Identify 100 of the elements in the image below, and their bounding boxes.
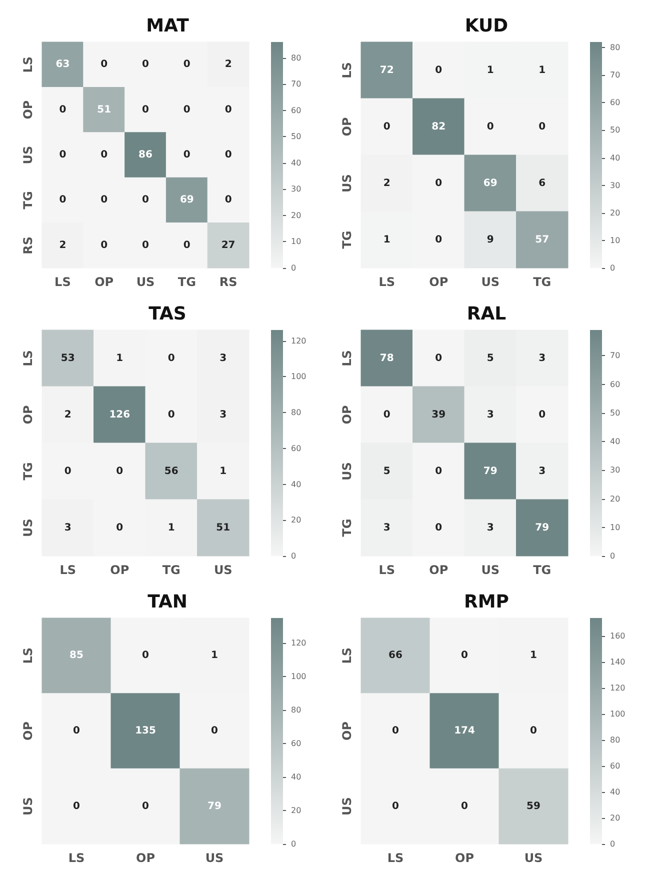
color-bar-label: 0 (291, 552, 296, 560)
data-label: 1 (530, 650, 538, 662)
color-bar-label: 80 (610, 736, 620, 745)
color-bar-label: 10 (610, 522, 620, 532)
x-tick-label: OP (136, 851, 156, 865)
y-tick-label: US (340, 174, 354, 192)
y-tick-label: OP (21, 405, 35, 424)
color-bar-label: 20 (291, 516, 302, 525)
x-tick-label: OP (429, 275, 448, 289)
x-tick-label: US (481, 563, 500, 577)
x-tick-label: US (214, 563, 232, 577)
data-label: 59 (526, 800, 540, 812)
x-tick-label: TG (178, 275, 196, 289)
color-bar-label: 40 (610, 153, 620, 162)
data-label: 0 (142, 800, 150, 812)
color-bar-label: 40 (291, 480, 302, 489)
data-label: 0 (59, 150, 66, 160)
color-bar-label: 20 (610, 814, 620, 823)
data-label: 3 (538, 352, 546, 364)
data-label: 1 (383, 234, 390, 246)
color-bar-label: 70 (610, 70, 620, 80)
color-bar-label: 0 (610, 264, 616, 272)
data-label: 69 (483, 178, 498, 189)
color-bar-label: 50 (610, 408, 620, 418)
y-tick-label: LS (340, 350, 354, 366)
data-label: 0 (211, 726, 218, 736)
y-tick-label: LS (340, 62, 354, 78)
y-tick-label: US (21, 146, 35, 164)
y-tick-label: TG (21, 191, 35, 210)
data-label: 0 (383, 121, 390, 132)
data-label: 9 (486, 234, 494, 246)
x-tick-label: OP (455, 851, 474, 865)
data-label: 1 (538, 64, 546, 76)
data-label: 2 (64, 409, 72, 420)
color-bar-label: 60 (610, 380, 620, 389)
data-label: 0 (435, 234, 442, 246)
x-tick-label: OP (429, 563, 448, 577)
data-label: 0 (116, 466, 124, 477)
x-tick-label: RS (219, 275, 238, 289)
data-label: 0 (435, 178, 442, 189)
data-label: 6 (538, 178, 546, 189)
y-tick-label: OP (340, 117, 354, 136)
color-bar-label: 80 (291, 706, 302, 715)
color-bar-label: 120 (610, 684, 626, 693)
y-tick-label: US (21, 797, 35, 816)
data-label: 3 (486, 409, 494, 420)
color-bar-label: 100 (291, 672, 306, 682)
x-tick-label: TG (533, 563, 552, 577)
data-label: 0 (224, 194, 232, 206)
data-label: 0 (73, 726, 80, 736)
color-bar-label: 140 (610, 658, 626, 667)
data-label: 0 (59, 194, 66, 206)
x-tick-label: LS (60, 563, 76, 577)
data-label: 0 (461, 650, 468, 662)
x-tick-label: LS (378, 563, 396, 577)
y-tick-label: LS (21, 648, 35, 664)
data-label: 2 (383, 178, 390, 189)
color-bar-label: 50 (610, 126, 620, 135)
x-tick-label: LS (54, 275, 71, 289)
y-tick-label: TG (21, 462, 35, 480)
data-label: 0 (435, 466, 442, 477)
data-label: 0 (116, 522, 124, 534)
data-label: 3 (220, 352, 227, 364)
data-label: 0 (435, 522, 442, 534)
color-bar-label: 80 (610, 43, 620, 52)
color-bar-label: 70 (291, 80, 302, 89)
data-label: 5 (486, 352, 494, 364)
color-bar-label: 40 (610, 788, 620, 797)
data-label: 0 (100, 150, 108, 160)
data-label: 0 (435, 352, 442, 364)
color-bar-label: 100 (291, 372, 306, 382)
data-label: 0 (392, 726, 400, 736)
data-label: 0 (224, 104, 232, 116)
color-bar-label: 60 (610, 762, 620, 771)
color-bar-label: 60 (291, 444, 302, 453)
data-label: 79 (535, 522, 550, 534)
data-label: 79 (208, 800, 222, 812)
color-bar-label: 80 (291, 53, 302, 62)
y-tick-label: RS (21, 236, 35, 254)
data-label: 0 (538, 409, 546, 420)
data-label: 53 (60, 352, 75, 364)
color-bar-label: 10 (291, 237, 302, 246)
y-tick-label: TG (340, 230, 354, 249)
y-tick-label: OP (21, 721, 35, 740)
color-bar-label: 0 (291, 264, 296, 272)
data-label: 56 (164, 466, 178, 477)
data-label: 1 (168, 522, 175, 534)
y-tick-label: LS (21, 350, 35, 366)
data-label: 0 (168, 352, 175, 364)
data-label: 66 (388, 650, 402, 662)
data-label: 0 (383, 409, 390, 420)
data-label: 79 (483, 466, 498, 477)
data-label: 3 (538, 466, 546, 477)
color-bar-label: 20 (291, 806, 302, 816)
x-tick-label: US (136, 275, 155, 289)
color-bar-label: 20 (610, 208, 620, 218)
data-label: 2 (224, 59, 232, 70)
y-tick-label: US (340, 462, 354, 480)
data-label: 0 (461, 800, 468, 812)
chart-title: MAT (146, 16, 190, 36)
